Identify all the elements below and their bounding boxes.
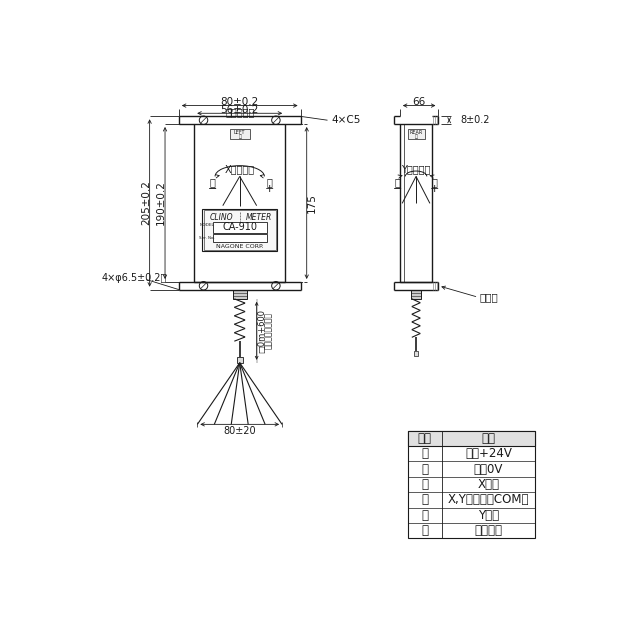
Bar bbox=[408, 431, 535, 538]
Text: 黒: 黒 bbox=[421, 462, 428, 476]
Text: 前: 前 bbox=[210, 177, 215, 188]
Text: −: − bbox=[208, 184, 217, 194]
Text: CLINO: CLINO bbox=[210, 212, 234, 222]
Text: +: + bbox=[265, 184, 273, 194]
Bar bbox=[408, 130, 425, 139]
Text: X,Y出力ー（COM）: X,Y出力ー（COM） bbox=[448, 494, 529, 506]
Text: 56±0.2: 56±0.2 bbox=[220, 105, 259, 115]
Text: 66: 66 bbox=[413, 97, 426, 107]
Bar bbox=[237, 357, 243, 363]
Text: 175: 175 bbox=[307, 193, 317, 213]
Text: 後: 後 bbox=[266, 177, 272, 188]
Text: 青: 青 bbox=[421, 509, 428, 522]
Text: 4×φ6.5±0.2穴: 4×φ6.5±0.2穴 bbox=[102, 273, 167, 283]
Bar bbox=[414, 351, 418, 356]
Bar bbox=[408, 431, 535, 446]
Text: METER: METER bbox=[246, 212, 272, 222]
Bar bbox=[230, 130, 249, 139]
Bar bbox=[213, 234, 266, 242]
Text: 左: 左 bbox=[394, 177, 401, 188]
Text: 線色: 線色 bbox=[418, 432, 432, 445]
Bar bbox=[232, 289, 246, 299]
Text: 赤: 赤 bbox=[421, 447, 428, 460]
Text: REAR: REAR bbox=[410, 130, 423, 135]
Text: 190±0.2: 190±0.2 bbox=[156, 181, 166, 225]
Text: X出力: X出力 bbox=[478, 478, 500, 491]
Text: LEFT: LEFT bbox=[234, 130, 246, 135]
Text: 80±0.2: 80±0.2 bbox=[220, 97, 259, 107]
Text: 8±0.2: 8±0.2 bbox=[460, 115, 490, 125]
Text: □0m+600: □0m+600 bbox=[258, 309, 266, 353]
Text: Y出力: Y出力 bbox=[478, 509, 499, 522]
Text: 左: 左 bbox=[238, 134, 241, 139]
Bar bbox=[203, 211, 276, 249]
Bar bbox=[400, 124, 432, 282]
Text: −: − bbox=[393, 184, 402, 194]
Text: 80±20: 80±20 bbox=[224, 426, 256, 436]
Text: +: + bbox=[430, 184, 439, 194]
Text: シールド: シールド bbox=[474, 524, 502, 537]
Text: 205±0.2: 205±0.2 bbox=[140, 181, 151, 225]
Text: 茶: 茶 bbox=[421, 478, 428, 491]
Bar bbox=[202, 209, 277, 251]
Text: NAGONE CORP.: NAGONE CORP. bbox=[216, 244, 263, 249]
Bar bbox=[411, 289, 421, 299]
Text: 右: 右 bbox=[432, 177, 437, 188]
Text: CA-910: CA-910 bbox=[222, 222, 257, 232]
Text: 内容: 内容 bbox=[481, 432, 495, 445]
Text: 4×C5: 4×C5 bbox=[331, 115, 361, 125]
Text: 白: 白 bbox=[421, 494, 428, 506]
Text: 電源+24V: 電源+24V bbox=[465, 447, 512, 460]
Text: MODEL: MODEL bbox=[199, 223, 214, 227]
Text: （取付板）: （取付板） bbox=[225, 107, 255, 117]
Text: 緑: 緑 bbox=[421, 524, 428, 537]
Text: Ser. No.: Ser. No. bbox=[199, 236, 214, 240]
Text: 電源0V: 電源0V bbox=[474, 462, 503, 476]
Text: X検出方向: X検出方向 bbox=[225, 165, 255, 174]
Bar bbox=[213, 222, 266, 233]
Text: 後: 後 bbox=[415, 134, 418, 139]
Text: 取付板: 取付板 bbox=[480, 293, 499, 302]
Text: （出力ケーブル）: （出力ケーブル） bbox=[265, 312, 273, 349]
Text: Y検出方向: Y検出方向 bbox=[401, 165, 431, 174]
Bar bbox=[194, 124, 285, 282]
